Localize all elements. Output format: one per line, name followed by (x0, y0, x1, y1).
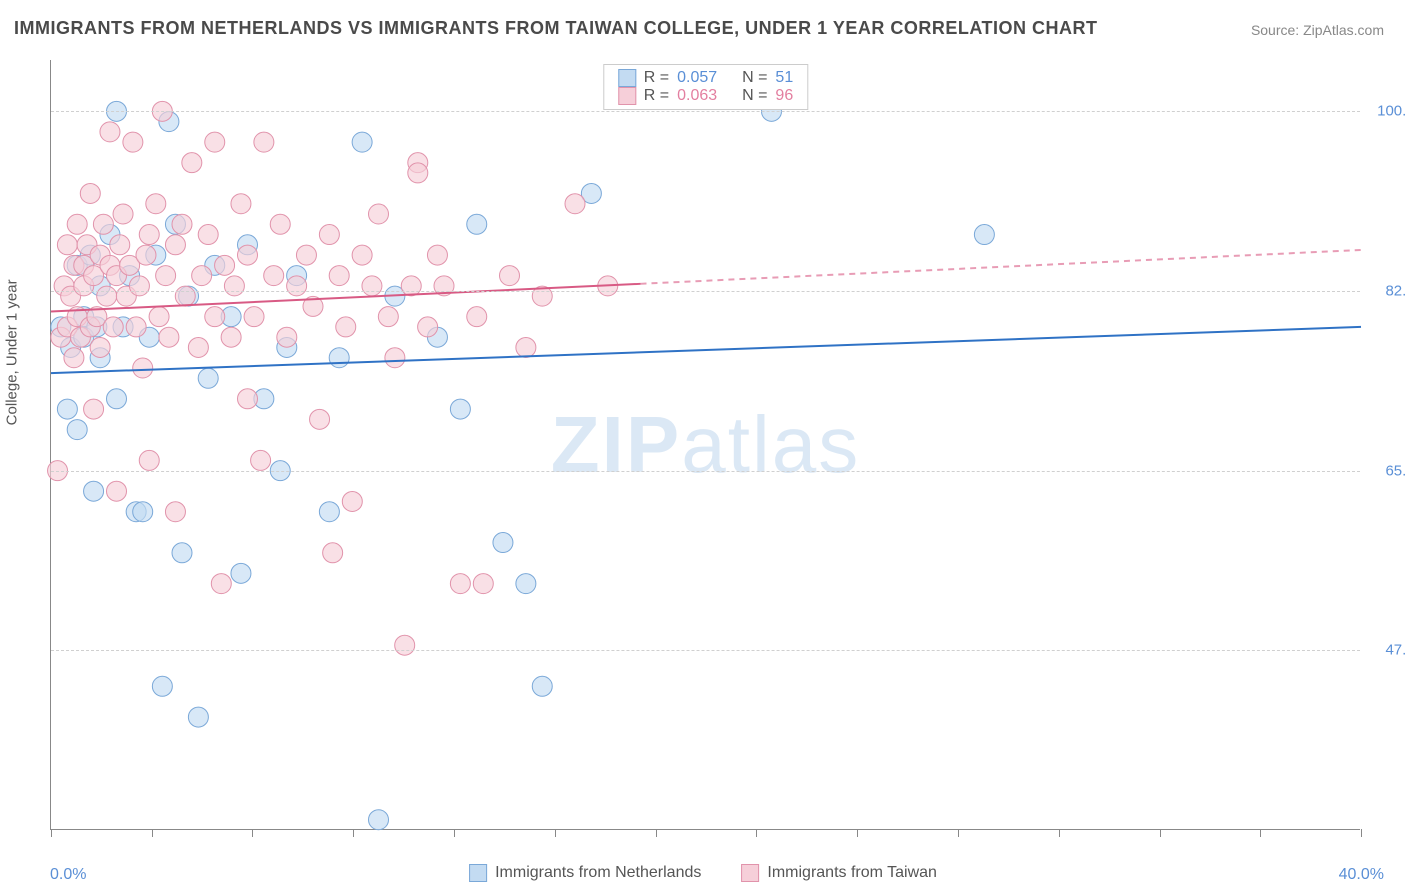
gridline (51, 111, 1360, 112)
x-tick (756, 829, 757, 837)
y-tick-label: 65.0% (1368, 462, 1406, 479)
x-tick (958, 829, 959, 837)
swatch-netherlands (618, 69, 636, 87)
x-tick (1160, 829, 1161, 837)
source-attribution: Source: ZipAtlas.com (1251, 22, 1384, 38)
legend-stats-row-netherlands: R = 0.057 N = 51 (618, 69, 793, 87)
legend-item-netherlands: Immigrants from Netherlands (469, 864, 701, 882)
swatch-taiwan (741, 864, 759, 882)
legend-label-netherlands: Immigrants from Netherlands (495, 864, 701, 882)
swatch-taiwan (618, 87, 636, 105)
x-tick (51, 829, 52, 837)
chart-plot-area: ZIPatlas R = 0.057 N = 51 R = 0.063 N = … (50, 60, 1360, 830)
x-axis-min-label: 0.0% (50, 866, 86, 884)
swatch-netherlands (469, 864, 487, 882)
n-label: N = (742, 87, 767, 105)
r-label: R = (644, 87, 669, 105)
gridline (51, 471, 1360, 472)
legend-stats-box: R = 0.057 N = 51 R = 0.063 N = 96 (603, 64, 808, 110)
bottom-legend: Immigrants from Netherlands Immigrants f… (469, 864, 937, 882)
gridline (51, 650, 1360, 651)
x-axis-max-label: 40.0% (1339, 866, 1384, 884)
y-axis-title: College, Under 1 year (4, 279, 21, 425)
r-value-taiwan: 0.063 (677, 87, 717, 105)
n-value-netherlands: 51 (775, 69, 793, 87)
x-tick (857, 829, 858, 837)
x-tick (152, 829, 153, 837)
legend-label-taiwan: Immigrants from Taiwan (767, 864, 937, 882)
chart-title: IMMIGRANTS FROM NETHERLANDS VS IMMIGRANT… (14, 18, 1098, 39)
x-tick (656, 829, 657, 837)
x-tick (555, 829, 556, 837)
y-tick-label: 100.0% (1368, 103, 1406, 120)
x-tick (353, 829, 354, 837)
legend-stats-row-taiwan: R = 0.063 N = 96 (618, 87, 793, 105)
n-label: N = (742, 69, 767, 87)
y-tick-label: 82.5% (1368, 283, 1406, 300)
legend-item-taiwan: Immigrants from Taiwan (741, 864, 937, 882)
x-tick (1260, 829, 1261, 837)
r-label: R = (644, 69, 669, 87)
n-value-taiwan: 96 (775, 87, 793, 105)
r-value-netherlands: 0.057 (677, 69, 717, 87)
x-tick (454, 829, 455, 837)
x-tick (1059, 829, 1060, 837)
y-tick-label: 47.5% (1368, 642, 1406, 659)
gridline (51, 291, 1360, 292)
x-tick (252, 829, 253, 837)
x-tick (1361, 829, 1362, 837)
scatter-plot-svg (51, 60, 1360, 829)
